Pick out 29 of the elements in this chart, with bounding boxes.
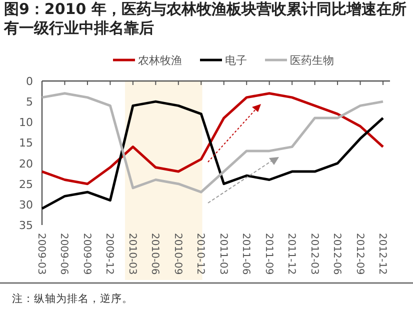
legend-label: 电子 <box>225 54 247 67</box>
x-tick-label: 2010-12 <box>194 233 206 275</box>
y-tick-label: 10 <box>19 116 33 130</box>
x-tick-label: 2011-06 <box>240 233 252 275</box>
chart-title: 图9：2010 年，医药与农林牧渔板块营收累计同比增速在所有一级行业中排名靠后 <box>4 0 408 38</box>
x-tick-label: 2011-09 <box>262 233 274 275</box>
x-tick-label: 2009-12 <box>104 233 115 275</box>
x-tick-label: 2009-03 <box>36 233 46 275</box>
x-tick-label: 2011-03 <box>217 233 228 275</box>
x-tick-label: 2010-09 <box>172 233 183 275</box>
y-tick-label: 30 <box>19 198 33 212</box>
x-tick-label: 2012-12 <box>376 233 388 275</box>
y-tick-label: 15 <box>19 136 33 150</box>
x-tick-label: 2009-09 <box>80 233 92 275</box>
legend-label: 农林牧渔 <box>138 54 182 67</box>
y-tick-label: 20 <box>19 157 33 170</box>
legend-label: 医药生物 <box>290 54 334 67</box>
x-tick-label: 2012-06 <box>331 233 342 275</box>
x-tick-label: 2012-03 <box>308 233 320 275</box>
x-tick-label: 2011-12 <box>286 233 297 275</box>
x-tick-label: 2012-09 <box>354 233 365 275</box>
y-tick-label: 25 <box>19 178 33 191</box>
x-tick-label: 2010-06 <box>149 233 160 275</box>
y-tick-label: 35 <box>19 219 33 232</box>
y-tick-label: 0 <box>26 75 33 88</box>
x-tick-label: 2010-03 <box>126 233 138 275</box>
x-tick-label: 2009-06 <box>58 233 70 275</box>
text: 注：纵轴为排名，逆序。 <box>12 292 133 305</box>
y-tick-label: 5 <box>26 96 33 109</box>
